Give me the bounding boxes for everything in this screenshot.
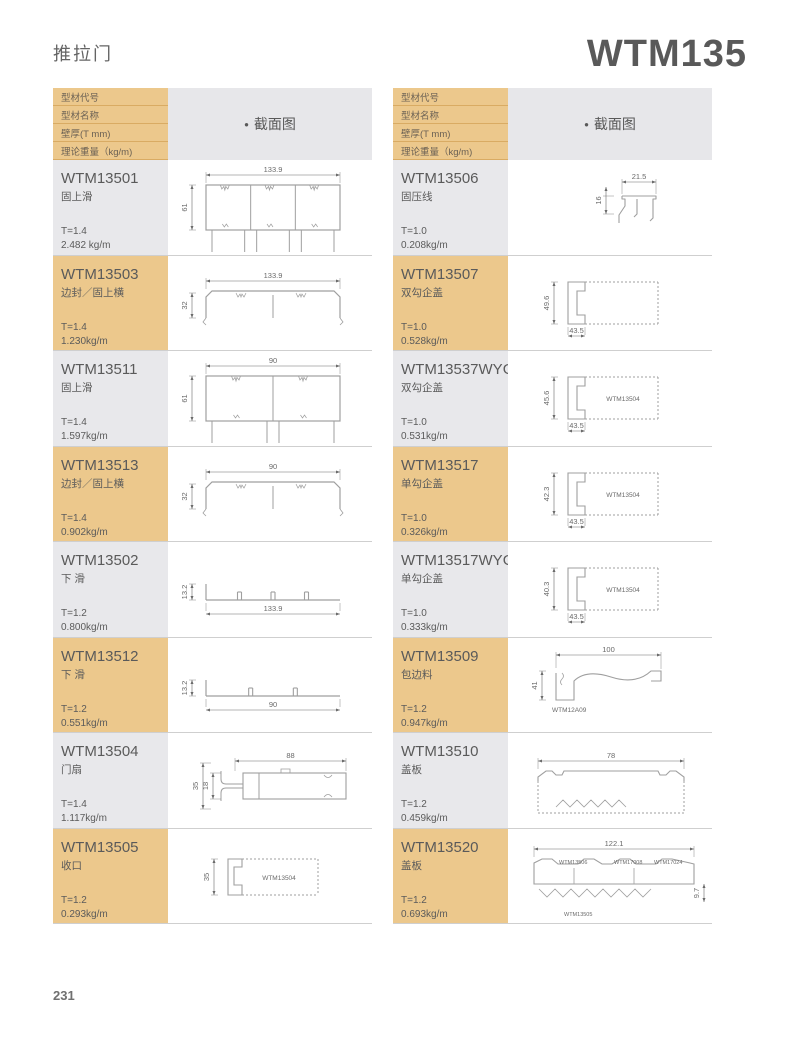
svg-text:43.5: 43.5 bbox=[569, 421, 584, 430]
svg-text:WTM13504: WTM13504 bbox=[606, 492, 640, 499]
svg-text:WTM13505: WTM13505 bbox=[564, 912, 592, 918]
svg-text:133.9: 133.9 bbox=[264, 604, 283, 613]
svg-text:18: 18 bbox=[201, 782, 210, 790]
svg-text:WTM13506: WTM13506 bbox=[559, 860, 587, 866]
svg-text:43.5: 43.5 bbox=[569, 517, 584, 526]
svg-text:32: 32 bbox=[180, 301, 189, 309]
svg-text:100: 100 bbox=[602, 645, 615, 654]
svg-text:61: 61 bbox=[180, 394, 189, 402]
svg-text:35: 35 bbox=[202, 872, 211, 880]
svg-text:WTM12A09: WTM12A09 bbox=[552, 707, 587, 714]
svg-text:41: 41 bbox=[530, 681, 539, 689]
svg-text:42.3: 42.3 bbox=[542, 486, 551, 501]
svg-text:WTM17024: WTM17024 bbox=[654, 860, 682, 866]
svg-text:WTM13504: WTM13504 bbox=[606, 587, 640, 594]
svg-text:43.5: 43.5 bbox=[569, 612, 584, 621]
svg-text:45.6: 45.6 bbox=[542, 391, 551, 406]
svg-text:13.2: 13.2 bbox=[180, 680, 189, 695]
svg-text:49.6: 49.6 bbox=[542, 295, 551, 310]
svg-text:21.5: 21.5 bbox=[632, 172, 647, 181]
svg-text:88: 88 bbox=[286, 751, 294, 760]
svg-text:78: 78 bbox=[607, 751, 615, 760]
svg-text:13.2: 13.2 bbox=[180, 585, 189, 600]
svg-text:133.9: 133.9 bbox=[264, 165, 283, 174]
svg-text:40.3: 40.3 bbox=[542, 582, 551, 597]
svg-text:9.7: 9.7 bbox=[692, 887, 701, 897]
svg-text:32: 32 bbox=[180, 492, 189, 500]
svg-text:16: 16 bbox=[594, 196, 603, 204]
svg-text:61: 61 bbox=[180, 203, 189, 211]
svg-text:43.5: 43.5 bbox=[569, 326, 584, 335]
svg-text:35: 35 bbox=[191, 782, 200, 790]
svg-text:90: 90 bbox=[269, 356, 277, 365]
svg-text:90: 90 bbox=[269, 462, 277, 471]
svg-text:133.9: 133.9 bbox=[264, 271, 283, 280]
svg-text:WTM13504: WTM13504 bbox=[262, 875, 296, 882]
svg-text:WTM17008: WTM17008 bbox=[614, 860, 642, 866]
svg-text:90: 90 bbox=[269, 700, 277, 709]
svg-text:WTM13504: WTM13504 bbox=[606, 396, 640, 403]
svg-text:122.1: 122.1 bbox=[605, 839, 624, 848]
